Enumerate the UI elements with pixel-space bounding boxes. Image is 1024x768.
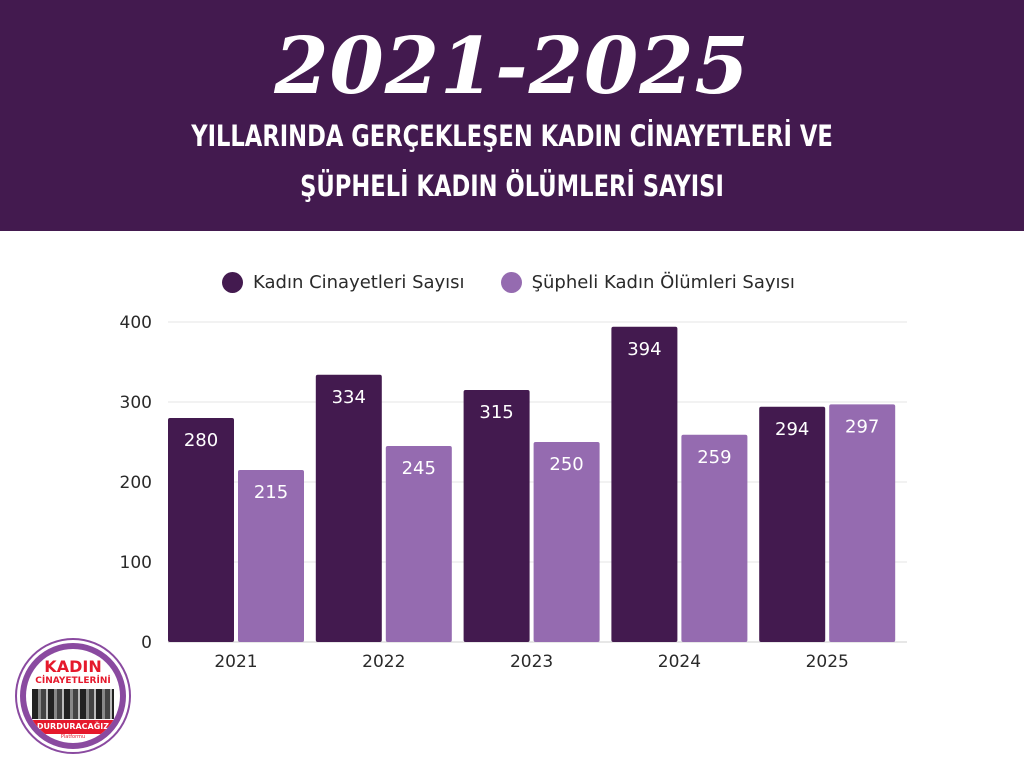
data-label-2022-series-1: 334 [332, 387, 366, 408]
data-label-2023-series-1: 315 [479, 402, 513, 423]
bar-2021-series-2 [238, 470, 304, 642]
data-label-2025-series-2: 297 [845, 416, 879, 437]
logo-text-bottom: DURDURACAĞIZ [26, 720, 120, 734]
ytick-label-400: 400 [120, 313, 152, 333]
subtitle-line-2: ŞÜPHELİ KADIN ÖLÜMLERİ SAYISI [300, 169, 724, 203]
bar-2025-series-1 [759, 406, 826, 642]
platform-logo: KADIN CİNAYETLERİNİ DURDURACAĞIZ Platfor… [17, 640, 129, 752]
bar-2024-series-2 [681, 434, 748, 642]
data-label-2024-series-2: 259 [697, 447, 731, 468]
bar-2023-series-2 [533, 442, 600, 642]
bar-2025-series-2 [829, 404, 896, 642]
data-label-2021-series-1: 280 [184, 430, 218, 451]
legend-label-series-2: Şüpheli Kadın Ölümleri Sayısı [531, 272, 795, 293]
ytick-label-300: 300 [120, 393, 152, 413]
xtick-label-2022: 2022 [362, 652, 405, 672]
logo-inner: KADIN CİNAYETLERİNİ DURDURACAĞIZ Platfor… [26, 649, 120, 743]
data-label-2023-series-2: 250 [549, 454, 583, 475]
data-label-2021-series-2: 215 [254, 482, 288, 503]
bar-2023-series-1 [463, 390, 530, 642]
data-label-2025-series-1: 294 [775, 419, 809, 440]
xtick-label-2023: 2023 [510, 652, 553, 672]
ytick-label-100: 100 [120, 553, 152, 573]
bar-2022-series-1 [315, 374, 382, 642]
legend-swatch-series-2 [500, 272, 522, 293]
ytick-label-200: 200 [120, 473, 152, 493]
logo-text-top: KADIN [44, 657, 102, 676]
legend-item-series-1: Kadın Cinayetleri Sayısı [222, 272, 465, 293]
ytick-label-0: 0 [141, 633, 152, 653]
legend-swatch-series-1 [222, 272, 243, 293]
bar-2024-series-1 [611, 326, 678, 642]
bar-2022-series-2 [385, 446, 452, 642]
data-label-2024-series-1: 394 [627, 339, 661, 360]
subtitle-line-1: YILLARINDA GERÇEKLEŞEN KADIN CİNAYETLERİ… [191, 119, 833, 153]
logo-text-platform: Platformu [60, 734, 86, 740]
xtick-label-2021: 2021 [214, 652, 257, 672]
data-label-2022-series-2: 245 [402, 458, 436, 479]
logo-faces-image [32, 689, 114, 719]
logo-text-mid: CİNAYETLERİNİ [35, 676, 111, 686]
header-banner: 2021-2025 YILLARINDA GERÇEKLEŞEN KADIN C… [0, 0, 1024, 231]
xtick-label-2024: 2024 [658, 652, 701, 672]
xtick-label-2025: 2025 [806, 652, 849, 672]
legend-item-series-2: Şüpheli Kadın Ölümleri Sayısı [500, 272, 795, 293]
bar-2021-series-1 [168, 418, 234, 642]
years-title: 2021-2025 [274, 21, 750, 112]
chart-legend: Kadın Cinayetleri Sayısı Şüpheli Kadın Ö… [222, 272, 831, 293]
legend-label-series-1: Kadın Cinayetleri Sayısı [253, 272, 465, 293]
